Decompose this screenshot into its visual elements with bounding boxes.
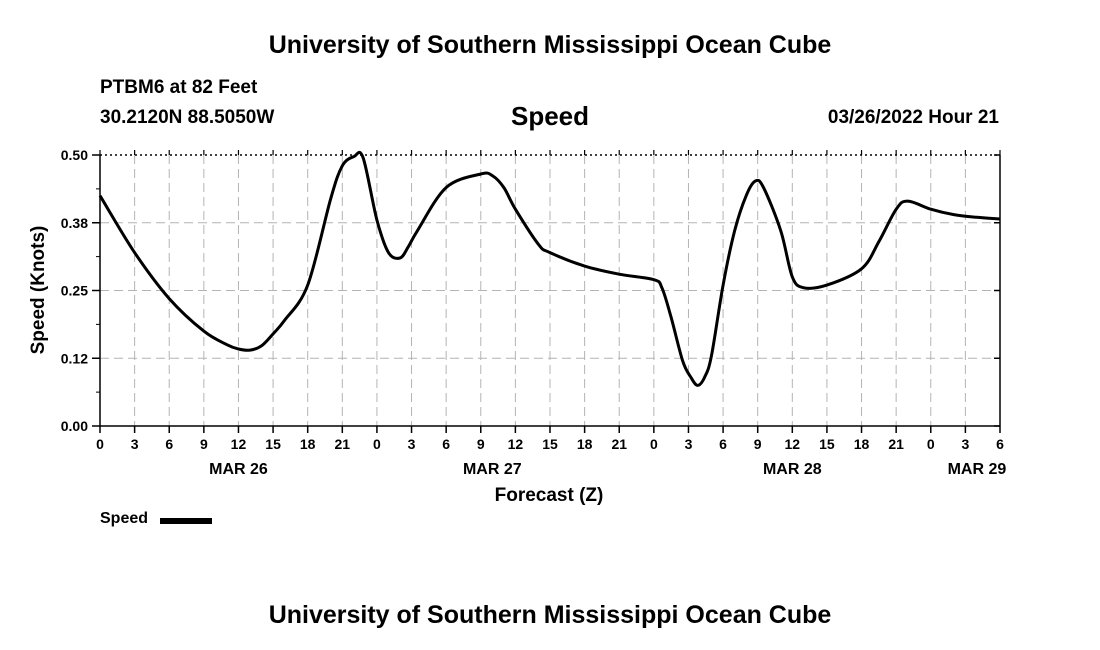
date-label: MAR 29 [948,461,1007,478]
x-tick-label: 0 [650,436,658,452]
date-label: MAR 28 [763,461,822,478]
grid-layer [100,154,1000,426]
y-tick-label: 0.12 [61,350,88,366]
x-tick-label: 12 [508,436,524,452]
x-tick-label: 15 [265,436,281,452]
x-tick-label: 3 [408,436,416,452]
legend-label: Speed [100,510,149,527]
y-tick-label: 0.25 [61,283,88,299]
y-axis-label: Speed (Knots) [28,226,49,355]
x-tick-label: 18 [300,436,316,452]
x-tick-label: 9 [477,436,485,452]
x-tick-label: 18 [577,436,593,452]
x-tick-label: 6 [996,436,1004,452]
footer-title: University of Southern Mississippi Ocean… [268,601,832,629]
x-tick-label: 3 [131,436,139,452]
x-tick-label: 0 [373,436,381,452]
parameter-title: Speed [510,101,590,131]
speed-series-line [98,150,1001,387]
x-tick-label: 21 [335,436,351,452]
x-tick-label: 0 [927,436,935,452]
x-tick-label: 21 [611,436,627,452]
x-tick-label: 21 [888,436,904,452]
x-tick-label: 9 [754,436,762,452]
x-tick-label: 6 [165,436,173,452]
chart-title: University of Southern Mississippi Ocean… [268,31,832,59]
station-name: PTBM6 at 82 Feet [100,77,258,98]
x-tick-label: 3 [685,436,693,452]
x-tick-label: 12 [785,436,801,452]
x-tick-label: 9 [200,436,208,452]
x-tick-label: 15 [819,436,835,452]
date-label: MAR 26 [209,461,268,478]
legend-line-swatch [160,518,212,524]
y-tick-label: 0.38 [61,215,88,231]
x-tick-label: 6 [719,436,727,452]
series-layer [98,150,1001,387]
forecast-datetime: 03/26/2022 Hour 21 [827,107,999,128]
date-label: MAR 27 [463,461,522,478]
y-tick-label: 0.50 [61,147,88,163]
y-tick-label: 0.00 [61,418,88,434]
x-tick-label: 3 [961,436,969,452]
label-layer: 0.00 0.12 0.25 0.38 0.50 0 3 6 9 12 15 18 21 0 3 6 9 12 15… [61,147,1007,478]
x-tick-label: 12 [231,436,247,452]
station-coordinates: 30.2120N 88.5050W [100,107,275,128]
x-tick-label: 18 [854,436,870,452]
x-tick-label: 0 [96,436,104,452]
x-axis-label: Forecast (Z) [495,485,604,506]
axis-layer [92,150,1001,433]
x-tick-label: 6 [442,436,450,452]
x-tick-label: 15 [542,436,558,452]
